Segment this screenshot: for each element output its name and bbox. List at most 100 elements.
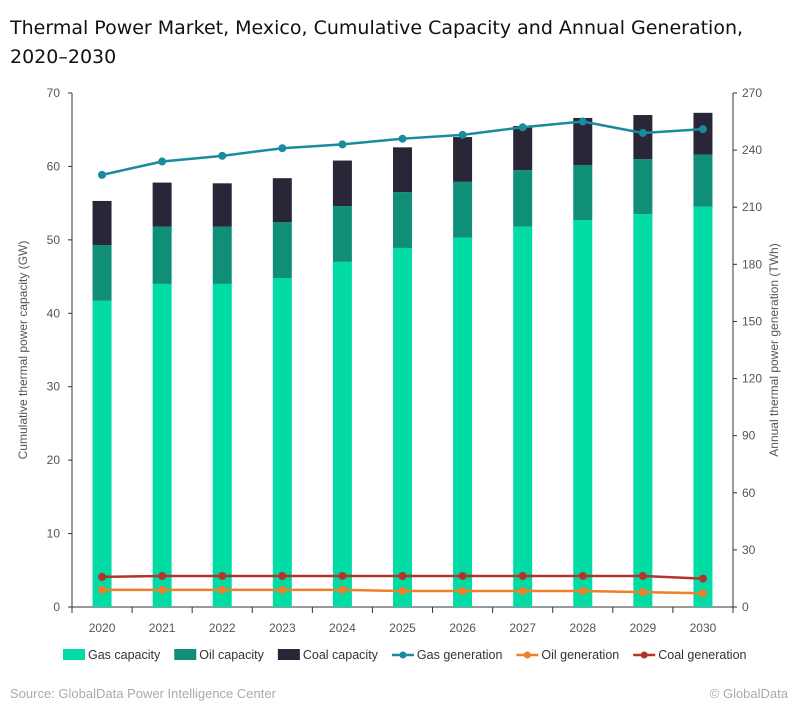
point-coal-generation xyxy=(158,571,167,580)
point-oil-generation xyxy=(398,587,407,596)
point-gas-generation xyxy=(578,117,587,126)
bar-oil-capacity xyxy=(513,170,533,227)
point-oil-generation xyxy=(518,587,527,596)
x-tick-label: 2024 xyxy=(329,621,356,635)
bar-coal-capacity xyxy=(573,117,593,165)
legend-label: Coal capacity xyxy=(303,648,379,662)
legend-label: Coal generation xyxy=(658,648,746,662)
bar-gas-capacity xyxy=(272,278,292,607)
point-gas-generation xyxy=(398,134,407,143)
point-gas-generation xyxy=(458,130,467,139)
point-coal-generation xyxy=(338,571,347,580)
y2-tick-label: 210 xyxy=(742,200,762,214)
legend-swatch xyxy=(63,649,85,660)
y-tick-label: 0 xyxy=(53,600,60,614)
y-axis-label: Cumulative thermal power capacity (GW) xyxy=(16,241,30,460)
x-tick-label: 2027 xyxy=(509,621,536,635)
bar-oil-capacity xyxy=(393,192,412,248)
x-tick-label: 2022 xyxy=(209,621,236,635)
point-oil-generation xyxy=(458,587,467,596)
point-gas-generation xyxy=(698,125,707,134)
y2-tick-label: 120 xyxy=(742,372,762,386)
legend-marker xyxy=(399,651,407,659)
point-oil-generation xyxy=(638,588,647,597)
x-tick-label: 2026 xyxy=(449,621,476,635)
x-tick-label: 2021 xyxy=(149,621,176,635)
point-oil-generation xyxy=(278,585,287,594)
y-tick-label: 70 xyxy=(47,86,61,100)
point-oil-generation xyxy=(158,585,167,594)
legend-label: Oil capacity xyxy=(199,648,264,662)
point-coal-generation xyxy=(458,571,467,580)
y2-tick-label: 240 xyxy=(742,143,762,157)
point-oil-generation xyxy=(338,585,347,594)
bar-oil-capacity xyxy=(212,226,232,284)
bar-coal-capacity xyxy=(513,126,533,171)
y2-tick-label: 60 xyxy=(742,486,756,500)
bar-coal-capacity xyxy=(453,137,473,182)
bar-oil-capacity xyxy=(272,222,292,279)
legend-label: Gas generation xyxy=(417,648,503,662)
point-gas-generation xyxy=(218,151,227,160)
y2-tick-label: 0 xyxy=(742,600,749,614)
bar-oil-capacity xyxy=(573,164,593,221)
x-tick-label: 2025 xyxy=(389,621,416,635)
point-coal-generation xyxy=(638,571,647,580)
y-tick-label: 50 xyxy=(47,233,61,247)
bar-gas-capacity xyxy=(633,214,653,607)
bar-oil-capacity xyxy=(693,154,713,207)
y2-tick-label: 90 xyxy=(742,429,756,443)
x-tick-label: 2028 xyxy=(569,621,596,635)
legend-label: Gas capacity xyxy=(88,648,161,662)
bar-gas-capacity xyxy=(693,206,713,608)
x-tick-label: 2029 xyxy=(630,621,657,635)
y2-tick-label: 180 xyxy=(742,257,762,271)
bar-oil-capacity xyxy=(332,206,352,262)
bar-coal-capacity xyxy=(332,160,352,207)
bar-gas-capacity xyxy=(92,300,112,607)
point-oil-generation xyxy=(578,587,587,596)
point-coal-generation xyxy=(98,572,107,581)
y2-tick-label: 30 xyxy=(742,543,756,557)
bar-coal-capacity xyxy=(92,200,112,245)
legend-marker xyxy=(640,651,648,659)
point-coal-generation xyxy=(698,574,707,583)
x-tick-label: 2020 xyxy=(89,621,116,635)
x-tick-label: 2030 xyxy=(690,621,717,635)
point-gas-generation xyxy=(638,128,647,137)
point-coal-generation xyxy=(398,571,407,580)
x-tick-label: 2023 xyxy=(269,621,296,635)
bar-gas-capacity xyxy=(513,226,533,607)
point-gas-generation xyxy=(338,140,347,149)
bar-gas-capacity xyxy=(332,261,352,607)
bar-gas-capacity xyxy=(152,283,172,607)
bar-gas-capacity xyxy=(573,220,593,607)
copyright-note: © GlobalData xyxy=(709,686,788,701)
y2-tick-label: 150 xyxy=(742,314,762,328)
point-oil-generation xyxy=(218,585,227,594)
y-tick-label: 40 xyxy=(47,306,61,320)
bar-coal-capacity xyxy=(633,115,653,160)
point-gas-generation xyxy=(278,144,287,153)
y2-tick-label: 270 xyxy=(742,86,762,100)
bar-coal-capacity xyxy=(272,178,292,223)
y-tick-label: 20 xyxy=(47,453,61,467)
legend-swatch xyxy=(277,649,300,660)
bar-gas-capacity xyxy=(393,247,412,608)
bar-coal-capacity xyxy=(152,182,172,227)
point-oil-generation xyxy=(698,589,707,598)
legend-label: Oil generation xyxy=(541,648,619,662)
bar-coal-capacity xyxy=(693,112,713,155)
point-gas-generation xyxy=(518,123,527,132)
bar-coal-capacity xyxy=(212,183,232,227)
bar-oil-capacity xyxy=(453,181,473,238)
point-coal-generation xyxy=(578,571,587,580)
point-gas-generation xyxy=(158,157,167,166)
legend-marker xyxy=(523,651,531,659)
bar-gas-capacity xyxy=(453,237,473,607)
chart-title: Thermal Power Market, Mexico, Cumulative… xyxy=(10,17,744,68)
y-tick-label: 60 xyxy=(47,159,61,173)
point-coal-generation xyxy=(218,571,227,580)
point-coal-generation xyxy=(278,571,287,580)
